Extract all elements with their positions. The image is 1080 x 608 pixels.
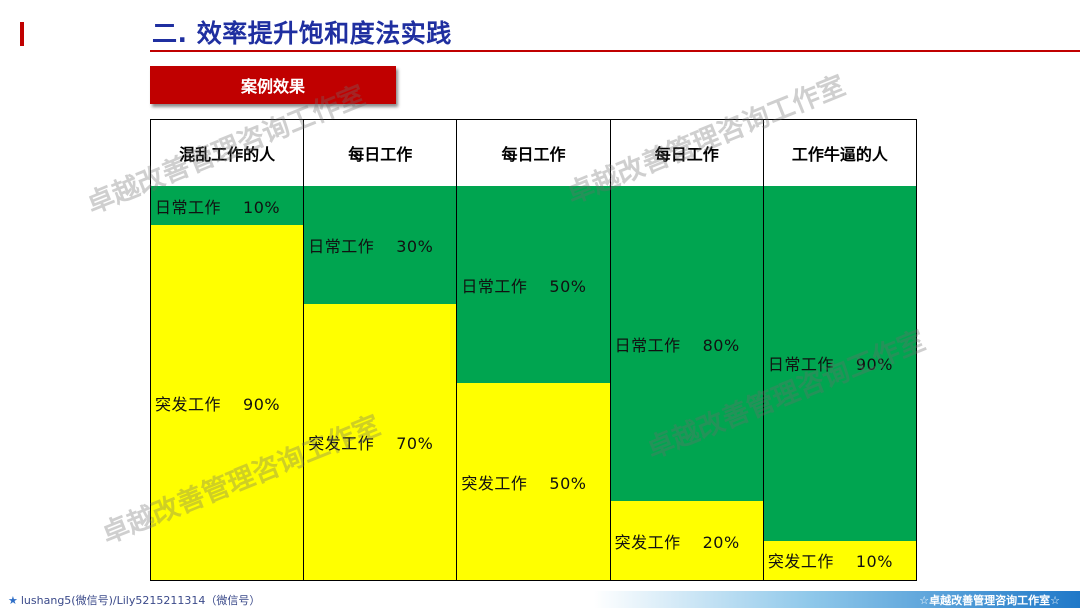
sudden-work-text: 突发工作 50% (461, 470, 586, 494)
column-body: 日常工作 90% 突发工作 10% (763, 186, 917, 580)
column-header: 每日工作 (654, 145, 719, 164)
page-title: 二. 效率提升饱和度法实践 (152, 19, 452, 48)
sudden-work-text: 突发工作 70% (308, 430, 433, 454)
sudden-work-percent: 10% (855, 552, 893, 572)
routine-work-label: 日常工作 (155, 197, 222, 217)
column-body: 日常工作 30% 突发工作 70% (304, 186, 457, 580)
routine-work-segment: 日常工作 50% (457, 186, 610, 383)
routine-work-text: 日常工作 90% (768, 351, 893, 375)
table-column: 工作牛逼的人日常工作 90% 突发工作 10% (763, 120, 917, 580)
workload-table: 混乱工作的人 日常工作 10% 突发工作 90% 每日工作 日常工作 30% 突发工作 70% 每日… (150, 119, 917, 581)
sudden-work-text: 突发工作 20% (615, 529, 740, 553)
sudden-work-percent: 20% (702, 532, 740, 552)
routine-work-text: 日常工作 30% (308, 233, 433, 257)
routine-work-text: 日常工作 50% (461, 273, 586, 297)
footer-brand: ☆卓越改善管理咨询工作室☆ (919, 593, 1060, 607)
routine-work-text: 日常工作 80% (615, 332, 740, 356)
sudden-work-percent: 50% (549, 473, 587, 493)
column-body: 日常工作 10% 突发工作 90% (151, 186, 304, 580)
sudden-work-text: 突发工作 10% (768, 548, 893, 572)
column-header: 工作牛逼的人 (791, 145, 888, 164)
sudden-work-segment: 突发工作 50% (457, 383, 610, 580)
sudden-work-label: 突发工作 (767, 552, 834, 572)
sudden-work-label: 突发工作 (155, 394, 222, 414)
footer-contact: ★ lushang5(微信号)/Lily5215211314（微信号） (0, 592, 260, 608)
column-body: 日常工作 50% 突发工作 50% (457, 186, 610, 580)
routine-work-label: 日常工作 (767, 355, 834, 375)
title-divider (150, 50, 1080, 52)
routine-work-segment: 日常工作 30% (304, 186, 457, 305)
table-column: 混乱工作的人日常工作 10% 突发工作 90% (151, 120, 305, 580)
case-effect-label: 案例效果 (150, 66, 396, 104)
routine-work-segment: 日常工作 10% (151, 186, 304, 226)
sudden-work-text: 突发工作 90% (155, 391, 280, 415)
sudden-work-segment: 突发工作 20% (610, 501, 763, 580)
sudden-work-percent: 70% (396, 434, 434, 454)
routine-work-label: 日常工作 (461, 276, 528, 296)
column-header: 每日工作 (501, 145, 566, 164)
routine-work-percent: 50% (549, 276, 587, 296)
star-icon: ★ (8, 593, 18, 607)
sudden-work-percent: 90% (243, 394, 281, 414)
routine-work-segment: 日常工作 90% (763, 186, 917, 541)
routine-work-percent: 90% (855, 355, 893, 375)
routine-work-text: 日常工作 10% (155, 194, 280, 218)
routine-work-percent: 10% (243, 197, 281, 217)
routine-work-percent: 80% (702, 335, 740, 355)
title-accent-bar (20, 22, 24, 46)
table-column: 每日工作日常工作 30% 突发工作 70% (304, 120, 458, 580)
column-header: 混乱工作的人 (179, 145, 276, 164)
column-header: 每日工作 (348, 145, 413, 164)
table-column: 每日工作日常工作 50% 突发工作 50% (457, 120, 611, 580)
sudden-work-segment: 突发工作 10% (763, 540, 917, 580)
column-body: 日常工作 80% 突发工作 20% (610, 186, 763, 580)
sudden-work-label: 突发工作 (461, 473, 528, 493)
footer-bar: ★ lushang5(微信号)/Lily5215211314（微信号） ☆卓越改善… (0, 591, 1080, 608)
sudden-work-label: 突发工作 (308, 434, 375, 454)
sudden-work-label: 突发工作 (614, 532, 681, 552)
sudden-work-segment: 突发工作 90% (151, 225, 304, 580)
routine-work-label: 日常工作 (308, 237, 375, 257)
routine-work-segment: 日常工作 80% (610, 186, 763, 502)
table-column: 每日工作日常工作 80% 突发工作 20% (610, 120, 764, 580)
routine-work-label: 日常工作 (614, 335, 681, 355)
sudden-work-segment: 突发工作 70% (304, 304, 457, 580)
footer-contact-text: lushang5(微信号)/Lily5215211314（微信号） (20, 593, 261, 607)
routine-work-percent: 30% (396, 237, 434, 257)
